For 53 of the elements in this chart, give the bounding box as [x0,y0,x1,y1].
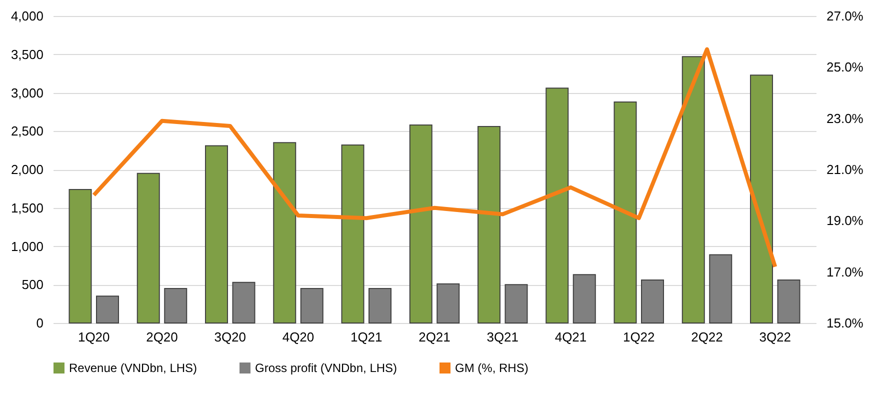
legend-label: Gross profit (VNDbn, LHS) [255,361,398,375]
bar [777,280,800,324]
x-tick-label: 2Q20 [146,330,178,344]
bar [546,88,569,324]
y-tick-label: 1,500 [10,200,44,216]
x-tick-label: 1Q22 [622,330,655,344]
x-tick-label: 4Q20 [282,330,314,344]
y-tick-label: 0 [36,316,44,330]
x-tick-label: 1Q20 [78,330,110,344]
bar [614,101,637,324]
bar [232,282,256,324]
y2-tick-label: 21.0% [826,162,864,177]
x-tick-label: 2Q21 [418,330,450,344]
x-tick-label: 4Q21 [554,330,587,344]
bar [205,145,228,324]
bar [436,283,460,324]
bar [572,274,596,324]
bar [409,124,432,324]
y-tick-label: 2,500 [10,124,44,139]
y2-tick-label: 25.0% [826,60,864,75]
bar [68,188,92,324]
x-tick-label: 1Q21 [350,330,382,344]
x-tick-label: 3Q21 [486,330,519,344]
bar [682,56,705,324]
legend-label: Revenue (VNDbn, LHS) [69,361,198,375]
bar [709,254,732,324]
y-tick-label: 4,000 [10,8,44,24]
y2-tick-label: 15.0% [826,316,864,330]
bar [504,284,528,324]
bar [341,144,364,324]
x-tick-label: 3Q20 [214,330,246,344]
y2-tick-label: 23.0% [826,110,864,126]
bar [300,288,324,324]
bar [641,280,664,324]
line-series [92,47,778,269]
x-tick-label: 2Q22 [691,330,723,344]
y-tick-label: 500 [22,277,44,292]
bar [96,296,119,324]
x-tick-label: 3Q22 [759,330,792,344]
bar [164,288,188,324]
bar [136,172,160,324]
legend-label: GM (%, RHS) [455,361,528,375]
y-tick-label: 1,000 [10,238,44,254]
y-tick-label: 3,500 [10,46,44,62]
y-tick-label: 3,000 [10,85,44,100]
y2-tick-label: 27.0% [826,8,864,24]
y2-tick-label: 19.0% [826,213,864,228]
bar [368,288,392,324]
bar [478,126,500,324]
bar [750,74,773,324]
y-tick-label: 2,000 [10,162,44,177]
bar [273,142,296,324]
y2-tick-label: 17.0% [826,264,864,280]
